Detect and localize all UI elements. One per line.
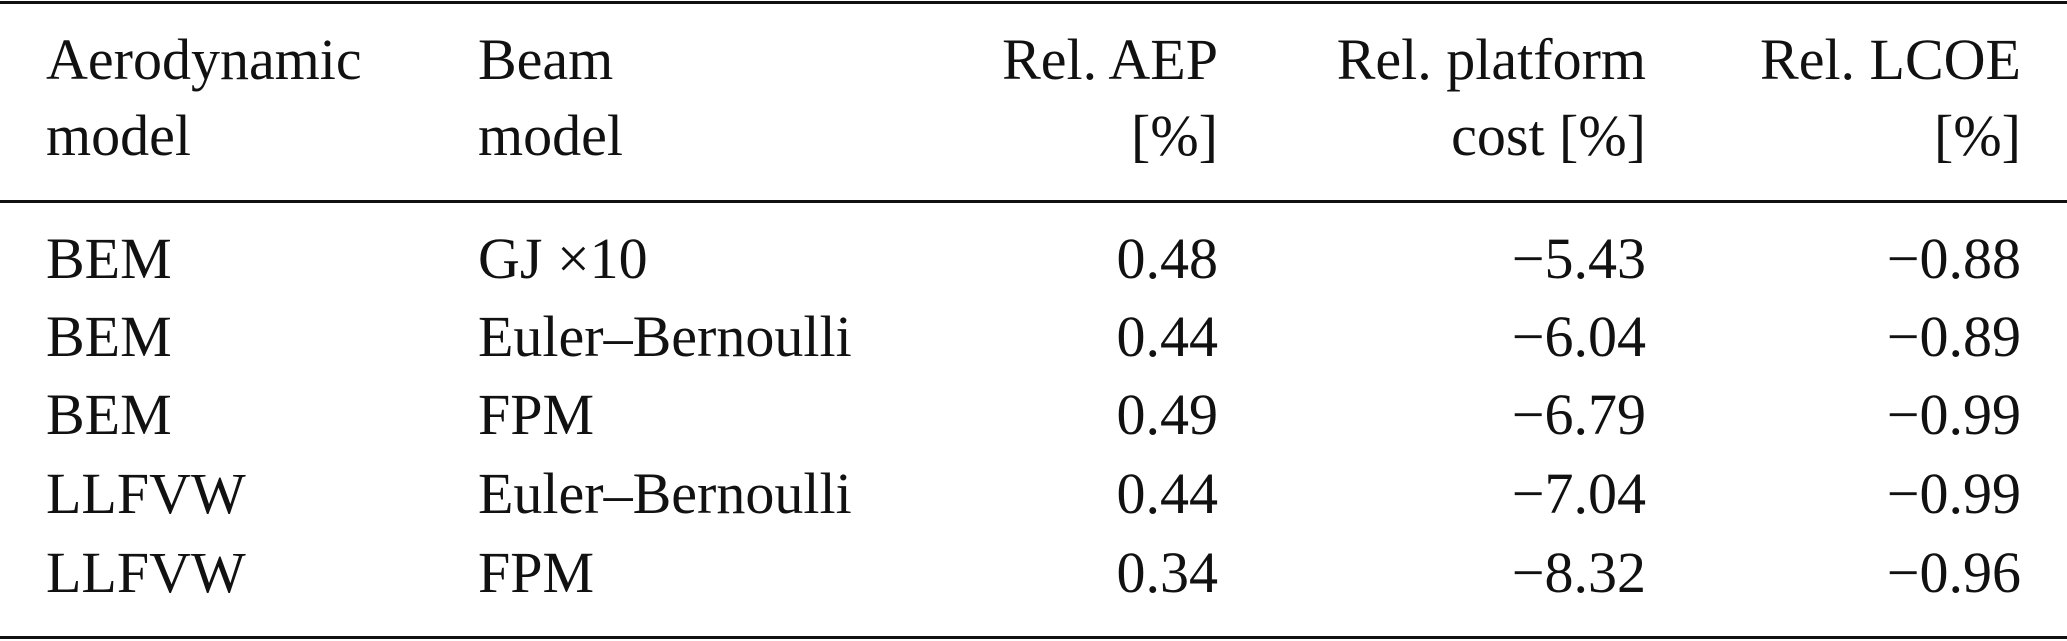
table-cell: 0.44 [1116,461,1219,526]
table-cell: 0.44 [1116,304,1219,369]
header-rule [0,200,2067,203]
table-cell: GJ ×10 [478,226,648,291]
table-cell: 0.34 [1116,540,1219,605]
table-cell: 0.49 [1116,382,1219,447]
header-cell: [%] [1934,103,2021,168]
table-cell: −0.88 [1886,226,2021,291]
header-cell: Beam [478,27,614,92]
table-cell: −0.99 [1886,382,2021,447]
table-cell: BEM [46,382,172,447]
table-cell: Euler–Bernoulli [478,461,852,526]
table-cell: FPM [478,382,595,447]
table-cell: −8.32 [1511,540,1646,605]
header-cell: model [46,103,191,168]
table-cell: −6.79 [1511,382,1646,447]
table-cell: Euler–Bernoulli [478,304,852,369]
table-cell: LLFVW [46,540,246,605]
table-cell: BEM [46,304,172,369]
header-cell: Rel. AEP [1002,27,1218,92]
table-cell: 0.48 [1116,226,1219,291]
table-cell: −0.99 [1886,461,2021,526]
top-rule [0,1,2067,4]
table-cell: BEM [46,226,172,291]
table-cell: −6.04 [1511,304,1646,369]
table-cell: −7.04 [1511,461,1646,526]
header-cell: model [478,103,623,168]
table-cell: LLFVW [46,461,246,526]
header-cell: [%] [1131,103,1218,168]
header-cell: cost [%] [1451,103,1646,168]
header-cell: Rel. LCOE [1760,27,2021,92]
table-cell: −5.43 [1511,226,1646,291]
table-cell: FPM [478,540,595,605]
header-cell: Aerodynamic [46,27,362,92]
header-cell: Rel. platform [1336,27,1646,92]
table-cell: −0.89 [1886,304,2021,369]
table-cell: −0.96 [1886,540,2021,605]
bottom-rule [0,636,2067,639]
